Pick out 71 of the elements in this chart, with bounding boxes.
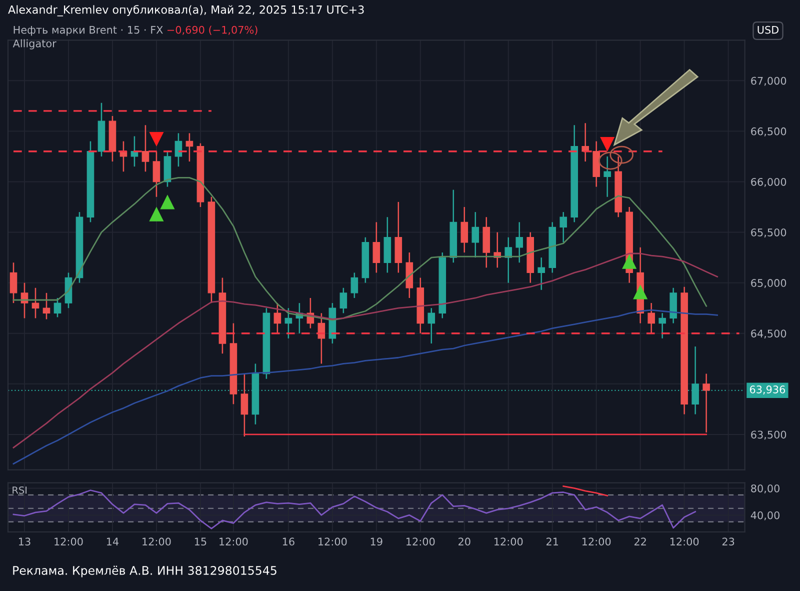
candlestick [350, 272, 358, 299]
x-tick-label: 19 [370, 538, 382, 546]
y-tick-label: 66,000 [751, 178, 786, 187]
y-tick-label: 65,000 [751, 279, 786, 288]
candlestick [142, 124, 150, 172]
y-tick-label: 66,500 [751, 127, 786, 136]
annotation: Alligator [12, 39, 56, 50]
candlestick [274, 302, 282, 334]
chart-title: RSI [12, 486, 27, 494]
point [600, 137, 615, 152]
y-tick-label: 64,500 [751, 330, 786, 339]
x-tick-label: 20 [458, 538, 470, 546]
candlestick [174, 132, 182, 168]
candlestick [340, 287, 348, 314]
x-tick-label: 21 [546, 538, 558, 546]
x-tick-label: 14 [106, 538, 119, 546]
candlestick [560, 211, 567, 244]
y-tick-label: 40,00 [750, 511, 780, 520]
x-tick-label: 22 [634, 538, 646, 546]
candlestick [516, 222, 524, 264]
point [149, 206, 164, 222]
line-series [562, 486, 608, 496]
x-tick-label: 13 [19, 538, 30, 546]
line-series [12, 252, 718, 448]
candlestick [32, 287, 40, 319]
y-tick-label: 80,00 [751, 484, 780, 494]
x-tick-label: 12:00 [494, 538, 523, 546]
text: Реклама. Кремлёв А.В. ИНН 381298015545 [13, 566, 276, 578]
candlestick [372, 222, 380, 274]
candlestick [152, 150, 160, 198]
x-tick-label: 12:00 [670, 538, 699, 546]
candlestick [648, 302, 655, 334]
ref-line-label: 63,936 [750, 386, 786, 394]
candlestick [472, 211, 480, 258]
candlestick [460, 206, 468, 254]
chart-title: Alexandr_Kremlev опубликовал(а), Май 22, 2025 15:17 UTC+3 [8, 5, 364, 16]
text: Нефть марки Brent · 15 · FX [14, 26, 163, 36]
x-tick-label: 16 [282, 538, 294, 546]
x-tick-label: 12:00 [406, 538, 435, 546]
x-tick-label: 23 [722, 538, 734, 546]
candlestick [186, 132, 194, 162]
point [149, 132, 164, 147]
candlestick [284, 307, 292, 340]
candlestick [604, 156, 611, 198]
text: USD [758, 26, 779, 34]
x-tick-label: 12:00 [54, 538, 83, 546]
candlestick [240, 373, 248, 438]
candlestick [54, 297, 62, 318]
line-series [12, 309, 718, 464]
candlestick [42, 292, 50, 320]
y-tick-label: 65,500 [751, 228, 786, 238]
y-tick-label: 63,500 [751, 430, 786, 440]
candlestick [658, 312, 666, 340]
point [622, 254, 637, 269]
candlestick [494, 232, 502, 268]
candlestick [10, 262, 18, 304]
candlestick [428, 307, 436, 344]
candlestick [504, 236, 512, 284]
point [160, 194, 175, 210]
x-tick-label: 15 [194, 538, 206, 546]
x-tick-label: 12:00 [318, 538, 347, 546]
x-tick-label: 12:00 [220, 538, 248, 546]
x-tick-label: 12:00 [582, 538, 611, 546]
candlestick [702, 373, 710, 434]
candlestick [130, 136, 138, 168]
candlestick [692, 346, 699, 415]
y-tick-label: 67,000 [751, 76, 786, 86]
text: −0,690 (−1,07%) [168, 26, 258, 35]
point [633, 284, 648, 300]
x-tick-label: 12:00 [142, 538, 171, 546]
candlestick [538, 256, 546, 291]
